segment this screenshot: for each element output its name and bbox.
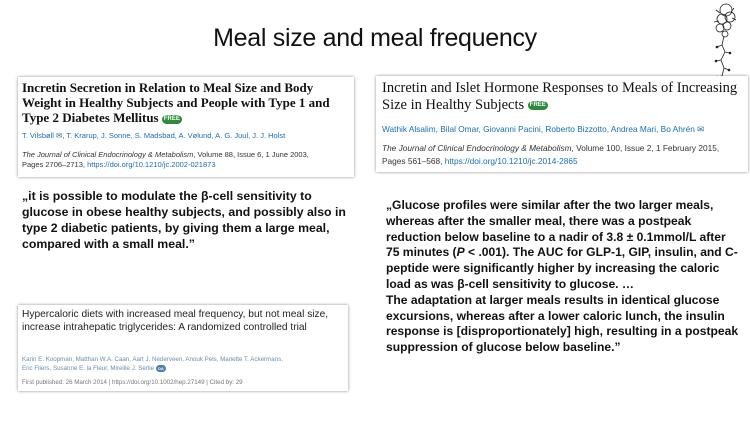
publication-info: First published: 26 March 2014 | https:/…: [22, 379, 243, 386]
paper-title[interactable]: Incretin and Islet Hormone Responses to …: [382, 80, 738, 113]
free-access-badge: FREE: [527, 101, 548, 111]
paper-card-1[interactable]: Incretin Secretion in Relation to Meal S…: [18, 77, 354, 177]
author-list[interactable]: T. Vilsbøll ✉, T. Krarup, J. Sonne, S. M…: [22, 131, 286, 140]
journal-name[interactable]: The Journal of Clinical Endocrinology & …: [382, 143, 572, 153]
quote-paper-2: „Glucose profiles were similar after the…: [386, 198, 739, 355]
paper-card-2[interactable]: Incretin and Islet Hormone Responses to …: [376, 76, 748, 172]
slide-title: Meal size and meal frequency: [213, 24, 537, 52]
paper-title[interactable]: Incretin Secretion in Relation to Meal S…: [22, 80, 330, 125]
author-list[interactable]: Karin E. Koopman, Matthan W.A. Caan, Aar…: [22, 356, 283, 372]
paper-title[interactable]: Hypercaloric diets with increased meal f…: [22, 309, 329, 333]
paper-card-3[interactable]: Hypercaloric diets with increased meal f…: [18, 305, 348, 391]
doi-link[interactable]: https://doi.org/10.1210/jc.2002-021873: [87, 160, 216, 169]
citation: The Journal of Clinical Endocrinology & …: [22, 150, 309, 169]
free-access-badge: FREE: [161, 114, 182, 124]
quote-paper-1: „it is possible to modulate the β-cell s…: [22, 189, 346, 251]
author-list[interactable]: Wathik Alsalim, Bilal Omar, Giovanni Pac…: [382, 124, 705, 134]
doi-link[interactable]: https://doi.org/10.1210/jc.2014-2865: [444, 156, 578, 166]
citation: The Journal of Clinical Endocrinology & …: [382, 143, 720, 166]
journal-name[interactable]: The Journal of Clinical Endocrinology & …: [22, 150, 194, 159]
oa-badge: OA: [155, 364, 166, 372]
